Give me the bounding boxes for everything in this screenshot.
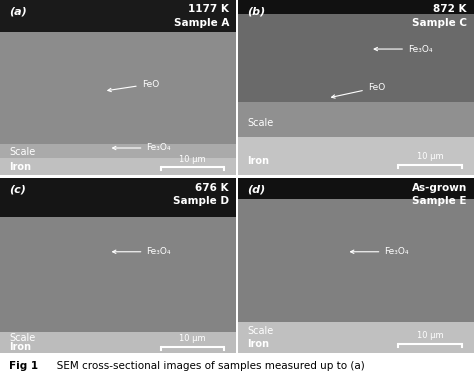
Text: Iron: Iron — [247, 339, 269, 349]
Text: SEM cross-sectional images of samples measured up to (a): SEM cross-sectional images of samples me… — [47, 361, 365, 371]
Bar — [238, 102, 474, 137]
Text: Iron: Iron — [247, 156, 269, 166]
Text: Scale: Scale — [247, 118, 273, 128]
Text: 10 μm: 10 μm — [179, 155, 206, 164]
Text: (a): (a) — [9, 6, 27, 16]
Text: Scale: Scale — [9, 147, 36, 157]
Bar — [0, 217, 236, 332]
Bar — [0, 144, 236, 158]
Text: 1177 K: 1177 K — [188, 4, 229, 15]
Text: (d): (d) — [247, 185, 265, 194]
Bar — [238, 199, 474, 322]
Bar — [238, 322, 474, 353]
Text: Fig 1: Fig 1 — [9, 361, 38, 371]
Text: FeO: FeO — [108, 79, 159, 92]
Bar — [238, 0, 474, 14]
Text: Iron: Iron — [9, 162, 31, 172]
Text: Fe₃O₄: Fe₃O₄ — [113, 144, 171, 152]
Text: Sample C: Sample C — [412, 18, 467, 28]
Text: Fe₃O₄: Fe₃O₄ — [374, 45, 432, 53]
Text: Fe₃O₄: Fe₃O₄ — [113, 247, 171, 256]
Bar — [0, 158, 236, 175]
Text: Iron: Iron — [9, 342, 31, 352]
Bar — [0, 178, 236, 217]
Bar — [238, 14, 474, 102]
Text: (c): (c) — [9, 185, 27, 194]
Text: Sample A: Sample A — [173, 18, 229, 28]
Text: 10 μm: 10 μm — [417, 152, 444, 161]
Text: FeO: FeO — [332, 83, 385, 98]
Text: Scale: Scale — [9, 333, 36, 343]
Text: 10 μm: 10 μm — [417, 331, 444, 340]
Text: (b): (b) — [247, 6, 265, 16]
Bar — [0, 0, 236, 32]
Text: Fe₃O₄: Fe₃O₄ — [351, 247, 409, 256]
Text: Sample D: Sample D — [173, 196, 229, 206]
Bar — [238, 137, 474, 175]
Bar — [0, 32, 236, 144]
Text: 872 K: 872 K — [433, 4, 467, 15]
Bar — [238, 178, 474, 199]
Text: As-grown: As-grown — [411, 183, 467, 193]
Text: Scale: Scale — [247, 325, 273, 335]
Text: Sample E: Sample E — [412, 196, 467, 206]
Text: 10 μm: 10 μm — [179, 334, 206, 343]
Bar — [0, 332, 236, 353]
Text: 676 K: 676 K — [195, 183, 229, 193]
